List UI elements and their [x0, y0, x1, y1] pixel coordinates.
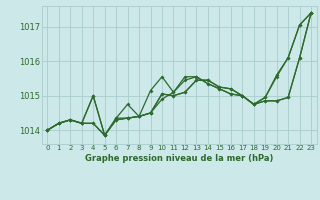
X-axis label: Graphe pression niveau de la mer (hPa): Graphe pression niveau de la mer (hPa)	[85, 154, 273, 163]
